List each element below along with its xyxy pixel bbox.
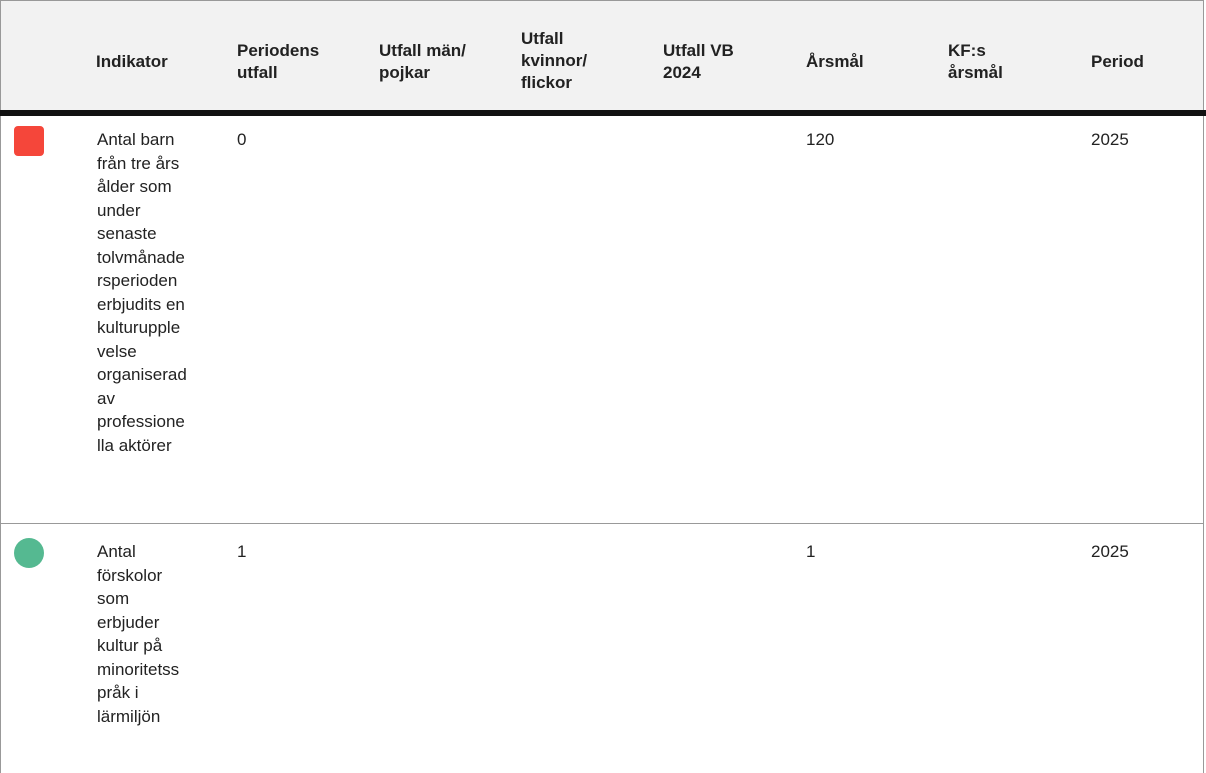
header-arsmal: Årsmål bbox=[806, 52, 864, 71]
table-header: Indikator Periodens utfall Utfall män/ p… bbox=[0, 0, 1204, 110]
status-green-circle-icon bbox=[14, 538, 44, 568]
indicator-name: Antal barn från tre års ålder som under … bbox=[97, 130, 187, 455]
arsmal-value: 120 bbox=[806, 130, 835, 149]
header-divider bbox=[0, 110, 1206, 116]
table-row: Antal barn från tre års ålder som under … bbox=[0, 116, 1204, 523]
header-indikator: Indikator bbox=[96, 52, 168, 71]
header-utfall-vb-2024: Utfall VB 2024 bbox=[663, 41, 734, 82]
period-value: 2025 bbox=[1091, 542, 1129, 561]
indicator-name: Antal förskolor som erbjuder kultur på m… bbox=[97, 542, 180, 726]
periodens-utfall-value: 1 bbox=[237, 542, 247, 561]
status-red-square-icon bbox=[14, 126, 44, 156]
period-value: 2025 bbox=[1091, 130, 1129, 149]
header-period: Period bbox=[1091, 52, 1144, 71]
header-kf-arsmal: KF:s årsmål bbox=[948, 41, 1003, 82]
header-periodens-utfall: Periodens utfall bbox=[237, 41, 320, 82]
periodens-utfall-value: 0 bbox=[237, 130, 247, 149]
table-row: Antal förskolor som erbjuder kultur på m… bbox=[0, 523, 1204, 773]
header-utfall-man-pojkar: Utfall män/ pojkar bbox=[379, 41, 466, 82]
header-utfall-kvinnor-flickor: Utfall kvinnor/ flickor bbox=[521, 29, 588, 92]
arsmal-value: 1 bbox=[806, 542, 816, 561]
